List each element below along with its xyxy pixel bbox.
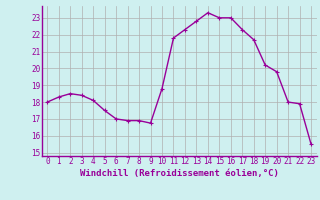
X-axis label: Windchill (Refroidissement éolien,°C): Windchill (Refroidissement éolien,°C): [80, 169, 279, 178]
